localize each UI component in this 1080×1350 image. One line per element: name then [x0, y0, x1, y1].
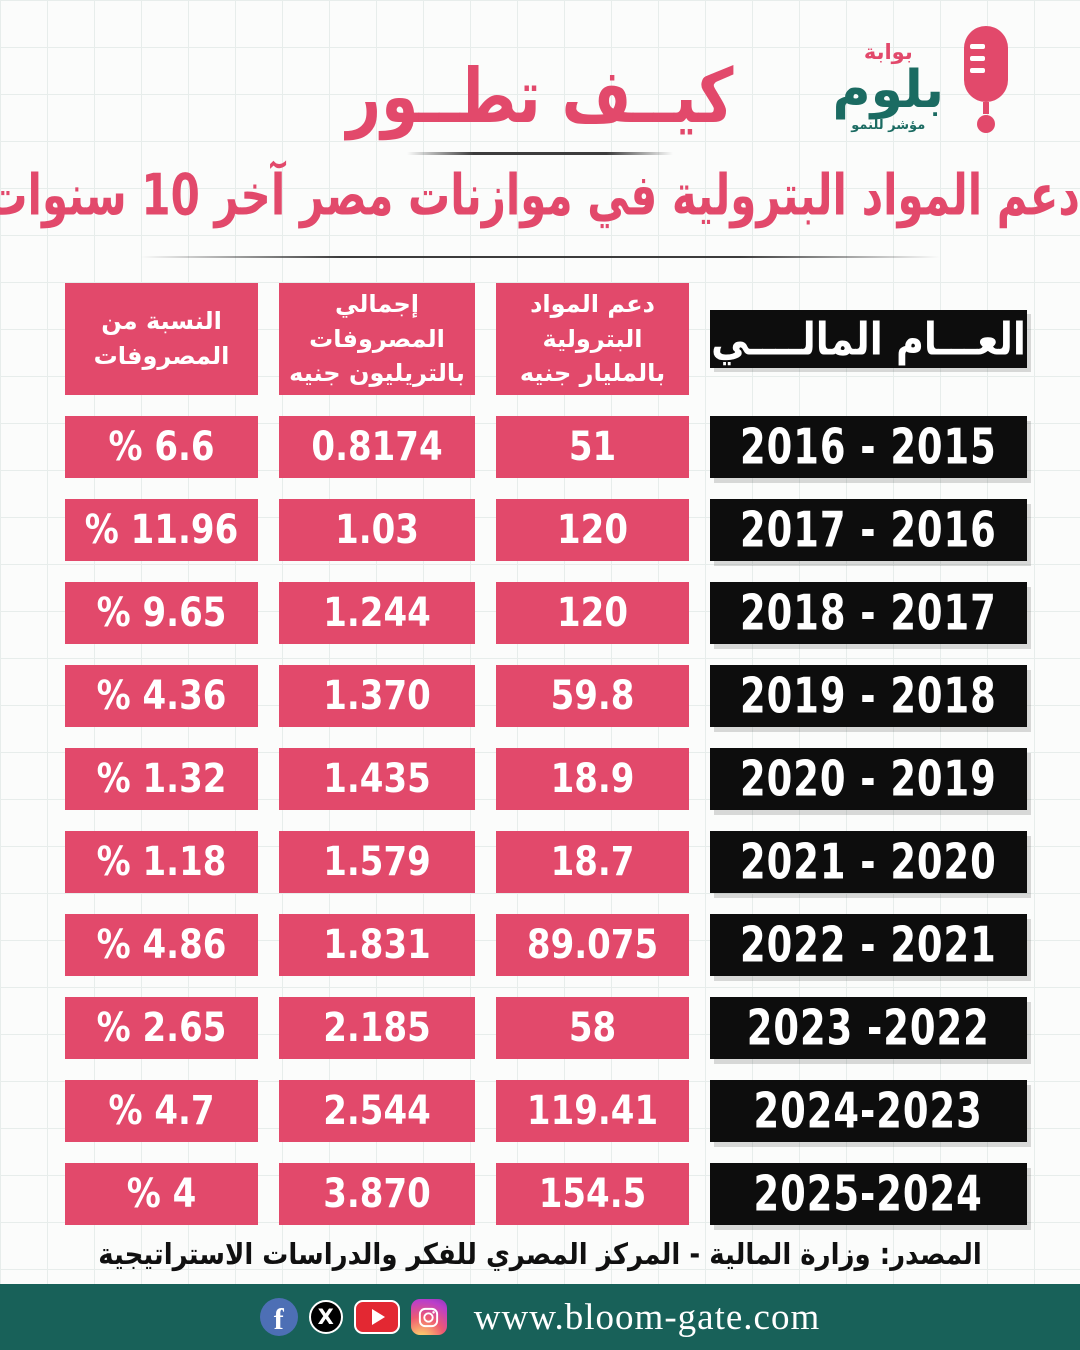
- cell-year: 2024-2023: [710, 1080, 1027, 1142]
- logo-gate-label: بوابة: [863, 40, 913, 64]
- cell-percentage: % 4.36: [65, 665, 258, 727]
- subsidy-table: العـــام المالــــي دعم المواد البترولية…: [65, 283, 1027, 1225]
- cell-subsidy: 119.41: [496, 1080, 689, 1142]
- header-subsidy: دعم المواد البترولية بالمليار جنيه: [496, 283, 689, 395]
- cell-percentage: % 2.65: [65, 997, 258, 1059]
- cell-total: 3.870: [279, 1163, 475, 1225]
- cell-subsidy: 120: [496, 499, 689, 561]
- cell-year: 2018 - 2017: [710, 582, 1027, 644]
- cell-total: 0.8174: [279, 416, 475, 478]
- cell-year: 2017 - 2016: [710, 499, 1027, 561]
- page-title: كيــف تطــور: [346, 53, 734, 141]
- cell-percentage: % 1.32: [65, 748, 258, 810]
- header-total-expenditure: إجمالي المصروفات بالتريليون جنيه: [279, 283, 475, 395]
- cell-year: 2025-2024: [710, 1163, 1027, 1225]
- cell-subsidy: 18.7: [496, 831, 689, 893]
- cell-subsidy: 154.5: [496, 1163, 689, 1225]
- logo-brand: بلوم: [832, 60, 944, 120]
- cell-subsidy: 18.9: [496, 748, 689, 810]
- play-icon: [371, 1309, 385, 1325]
- footer-bar: f X www.bloom-gate.com: [0, 1284, 1080, 1350]
- source-note: المصدر: وزارة المالية - المركز المصري لل…: [98, 1238, 982, 1272]
- cell-total: 2.185: [279, 997, 475, 1059]
- cell-total: 1.370: [279, 665, 475, 727]
- cell-total: 1.831: [279, 914, 475, 976]
- cell-year: 2023 -2022: [710, 997, 1027, 1059]
- x-icon[interactable]: X: [308, 1300, 343, 1334]
- instagram-icon[interactable]: [410, 1299, 447, 1335]
- subtitle-divider: [140, 256, 940, 258]
- cell-percentage: % 6.6: [65, 416, 258, 478]
- cell-year: 2016 - 2015: [710, 416, 1027, 478]
- header-fiscal-year: العـــام المالــــي: [710, 310, 1027, 368]
- facebook-icon[interactable]: f: [259, 1298, 298, 1336]
- cell-total: 1.579: [279, 831, 475, 893]
- cell-percentage: % 11.96: [65, 499, 258, 561]
- cell-subsidy: 120: [496, 582, 689, 644]
- cell-year: 2021 - 2020: [710, 831, 1027, 893]
- cell-year: 2020 - 2019: [710, 748, 1027, 810]
- cell-percentage: % 4.7: [65, 1080, 258, 1142]
- logo-tagline: مؤشر للنمو: [851, 118, 926, 133]
- cell-total: 1.03: [279, 499, 475, 561]
- cell-year: 2019 - 2018: [710, 665, 1027, 727]
- website-url[interactable]: www.bloom-gate.com: [473, 1296, 821, 1338]
- cell-percentage: % 1.18: [65, 831, 258, 893]
- microphone-icon: [964, 26, 1008, 133]
- cell-subsidy: 51: [496, 416, 689, 478]
- cell-subsidy: 89.075: [496, 914, 689, 976]
- cell-percentage: % 4.86: [65, 914, 258, 976]
- page-subtitle: دعم المواد البترولية في موازنات مصر آخر …: [0, 162, 1080, 229]
- cell-total: 2.544: [279, 1080, 475, 1142]
- youtube-icon[interactable]: [353, 1300, 400, 1334]
- header-percentage: النسبة من المصروفات: [65, 283, 258, 395]
- cell-percentage: % 9.65: [65, 582, 258, 644]
- bloom-gate-logo: بوابة بلوم مؤشر للنمو: [833, 24, 1010, 136]
- cell-total: 1.435: [279, 748, 475, 810]
- cell-total: 1.244: [279, 582, 475, 644]
- cell-percentage: % 4: [65, 1163, 258, 1225]
- cell-subsidy: 58: [496, 997, 689, 1059]
- cell-year: 2022 - 2021: [710, 914, 1027, 976]
- cell-subsidy: 59.8: [496, 665, 689, 727]
- camera-icon: [419, 1307, 439, 1327]
- title-divider: [407, 152, 673, 155]
